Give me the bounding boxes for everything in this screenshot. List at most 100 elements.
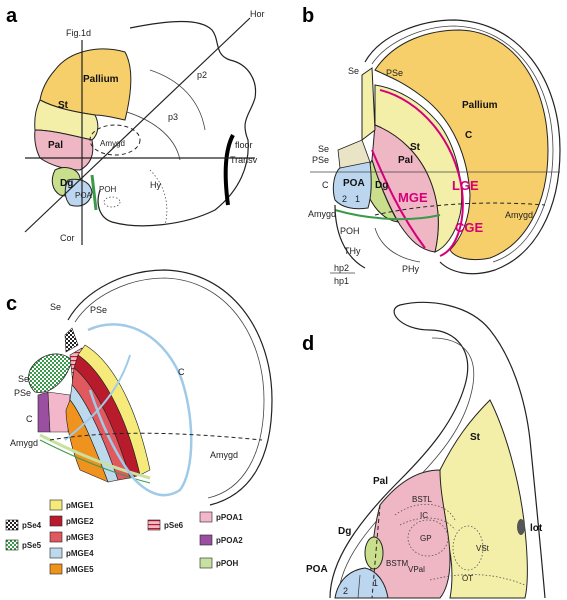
hor-axis [24, 17, 251, 233]
label-poh-b: POH [340, 226, 360, 236]
label-poa-d: POA [306, 564, 328, 575]
hemisphere-outer-c [67, 269, 273, 506]
label-poa-a: POA [75, 191, 93, 200]
panel-d: d St Pal Dg POA BSTL IC GP BSTM VPal VSt… [302, 301, 546, 599]
label-pse-top-c: PSe [90, 305, 107, 315]
label-se-mid-c: Se [18, 374, 29, 384]
label-poa-b: POA [343, 178, 365, 189]
label-fig1d: Fig.1d [66, 28, 91, 38]
label-mge-b: MGE [398, 190, 428, 205]
dg-boundary-d [371, 504, 381, 599]
pallium-region-a [39, 48, 132, 121]
label-st-b: St [410, 142, 421, 153]
c-arc-outline-c [87, 323, 193, 497]
ic-outline-d [399, 517, 456, 531]
legend-swatch-pmge1 [49, 499, 63, 511]
label-amygd-a: Amygd [100, 139, 125, 148]
label-st-d: St [470, 432, 481, 443]
label-amygd-left-b: Amygd [308, 209, 336, 219]
legend-swatch-pse5 [5, 539, 19, 551]
pallidum-region-d [369, 469, 451, 599]
label-bstm-d: BSTM [386, 559, 409, 568]
label-pse-top-b: PSe [386, 68, 403, 78]
label-phy-b: PHy [402, 264, 420, 274]
label-p2-a: p2 [197, 70, 207, 80]
legend-label-pmge4: pMGE4 [66, 549, 94, 558]
label-vst-d: VSt [476, 544, 490, 553]
vst-outline-d [452, 525, 484, 571]
legend-swatch-pmge2 [49, 515, 63, 527]
lge-border-b [379, 89, 464, 257]
label-pse-mid-c: PSe [14, 388, 31, 398]
legend-swatch-pse4 [5, 519, 19, 531]
label-se-top-b: Se [348, 66, 359, 76]
label-ot-d: OT [462, 574, 473, 583]
pse5-region-c [28, 353, 73, 393]
label-cor: Cor [60, 233, 75, 243]
amygd-boundary-b [374, 202, 546, 216]
legend-label-pmge3: pMGE3 [66, 533, 94, 542]
hemisphere-outer-b [364, 19, 561, 275]
label-dg-a: Dg [60, 178, 73, 189]
legend-swatch-pmge4 [49, 547, 63, 559]
thy-outline-b [374, 227, 421, 263]
outline-d [329, 301, 546, 599]
panel-letter-b: b [302, 5, 314, 27]
panel-b: b Se PSe Se PSe C Pallium C [302, 5, 561, 286]
legend-swatch-pmge5 [49, 563, 63, 575]
panel-c: c Se PSe Se PSe C C Amygd Amygd [6, 269, 273, 506]
label-ic-d: IC [420, 511, 428, 520]
label-dg-d: Dg [338, 526, 351, 537]
label-pse-mid-b: PSe [312, 155, 329, 165]
gp-outline-d [407, 519, 449, 557]
panel-letter-d: d [302, 333, 314, 355]
poa-divider-d [357, 574, 361, 599]
legend-label-ppoa2: pPOA2 [216, 536, 243, 545]
label-se-top-c: Se [50, 302, 61, 312]
legend-swatch-ppoa1 [199, 511, 213, 523]
label-amygd-left-c: Amygd [10, 438, 38, 448]
label-pallium-a: Pallium [83, 74, 119, 85]
pse-region-b [337, 139, 371, 169]
legend-label-ppoa1: pPOA1 [216, 513, 243, 522]
poh-band-b [334, 209, 441, 221]
hp-outline-b [334, 204, 366, 269]
inner-outline-d [337, 337, 474, 599]
label-2-d: 2 [343, 586, 348, 596]
septum-region-b [361, 67, 376, 142]
legend-label-pmge2: pMGE2 [66, 517, 94, 526]
label-amygd-right-c: Amygd [210, 450, 238, 460]
poa-region-d [334, 567, 389, 599]
bstl-outline-d [394, 503, 456, 521]
amygd-outline-a [89, 124, 141, 156]
label-1-b: 1 [355, 194, 360, 204]
label-hor: Hor [250, 9, 265, 19]
floor-plate [223, 134, 235, 206]
label-2-b: 2 [342, 194, 347, 204]
hemisphere-inner-c [74, 277, 265, 499]
label-pal-d: Pal [373, 476, 388, 487]
label-pallium-b: Pallium [462, 100, 498, 111]
label-c-arc-c: C [178, 367, 185, 377]
p2-border [149, 69, 206, 131]
legend-swatch-pse6 [147, 519, 161, 531]
pallium-region-b [374, 29, 549, 261]
legend-label-pse5: pSe5 [22, 541, 42, 550]
label-c-left-b: C [322, 180, 329, 190]
label-transv: Transv [230, 155, 258, 165]
legend-swatch-pmge3 [49, 531, 63, 543]
label-c-left-c: C [26, 414, 33, 424]
legend: pSe4 pSe5 pMGE1 pMGE2 pMGE3 pMGE4 pMGE5 pSe6 pPO… [5, 499, 243, 575]
mge-border-b [371, 149, 426, 249]
ppoh-band-c [39, 433, 151, 480]
label-pal-a: Pal [48, 140, 63, 151]
legend-swatch-ppoa2 [199, 534, 213, 546]
panel-letter-c: c [6, 293, 17, 315]
label-gp-d: GP [420, 534, 432, 543]
hemisphere-inner-b [371, 25, 554, 263]
pallidum-region-a [34, 129, 94, 171]
label-cge-b: CGE [455, 220, 484, 235]
ot-outline-d [429, 574, 526, 586]
pse4-region-c [64, 327, 79, 353]
